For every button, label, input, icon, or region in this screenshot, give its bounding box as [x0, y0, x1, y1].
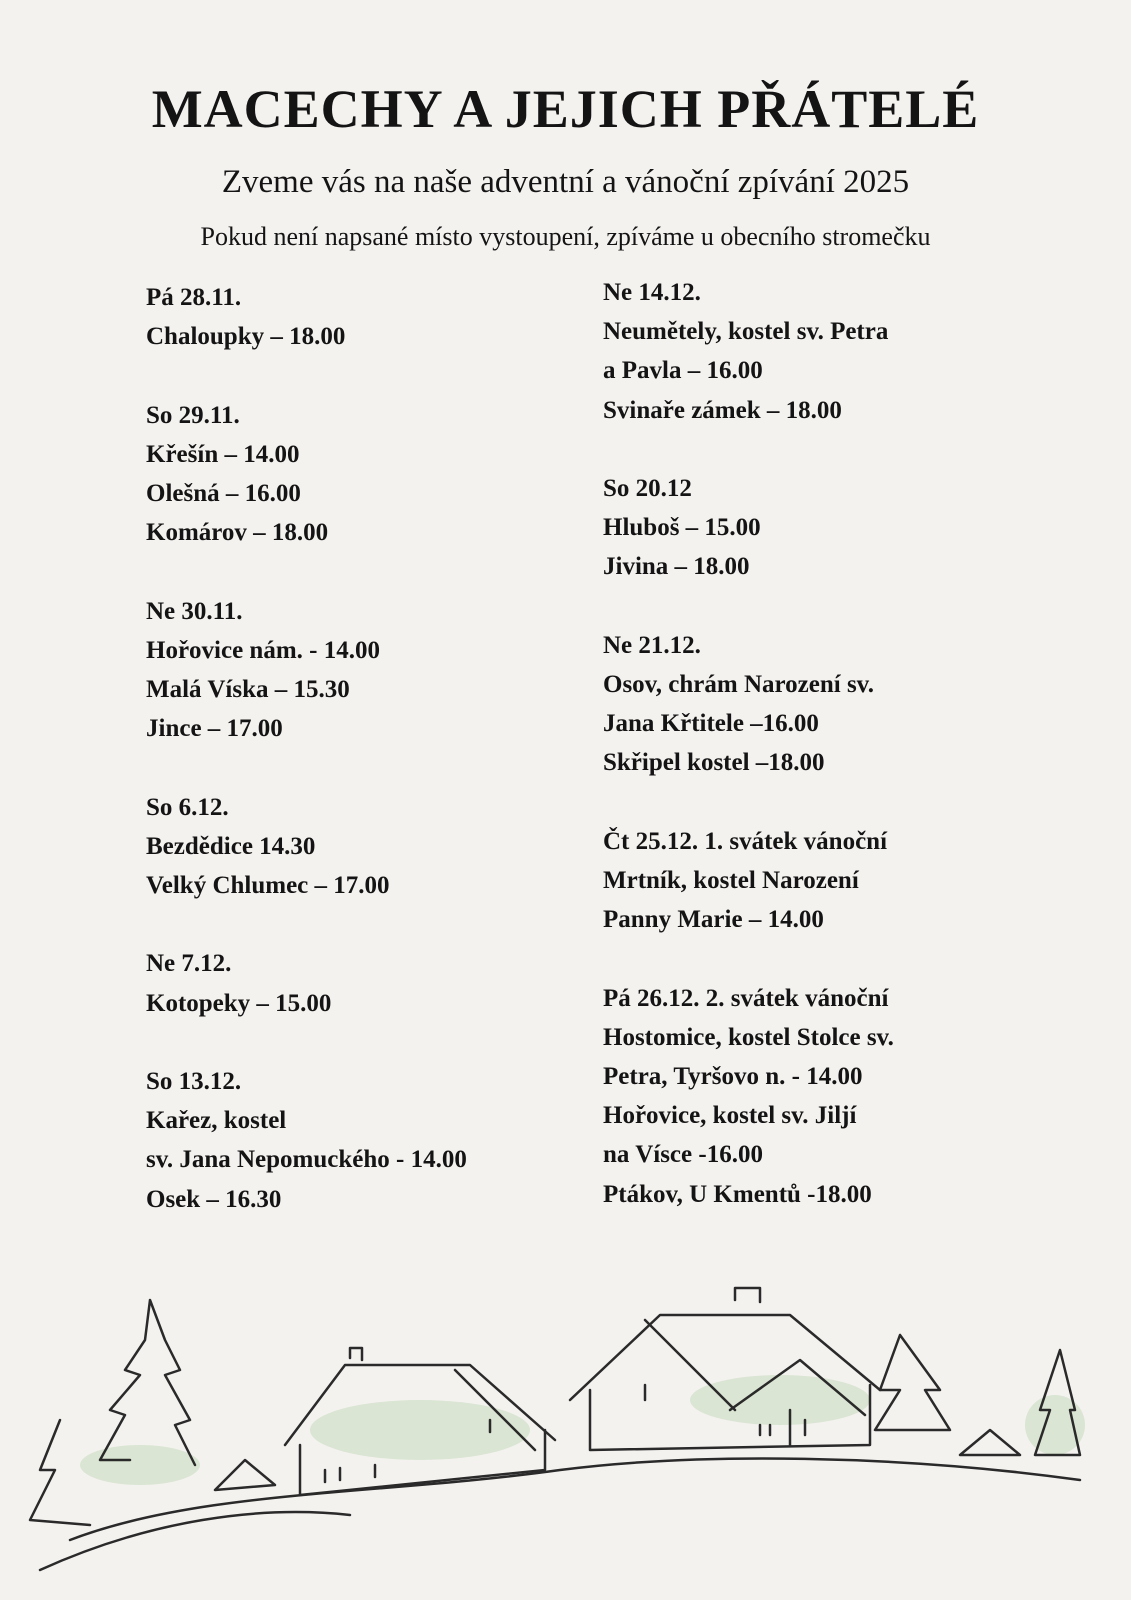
event-date: Čt 25.12. 1. svátek vánoční [603, 827, 888, 855]
event-day: So 29.11. Křešín – 14.00 Olešná – 16.00 Kom… [146, 396, 467, 553]
left-house [283, 1346, 557, 1497]
event-location-time: Kotopeky – 15.00 [146, 989, 332, 1017]
hill-line [68, 1457, 1082, 1542]
event-location-time: Malá Víska – 15.30 [146, 676, 350, 703]
event-day: Ne 14.12. Neumětely, kostel sv. Petra a Pa… [603, 273, 894, 430]
event-location-time: na Vísce -16.00 [603, 1141, 763, 1169]
event-location-time: Hořovice nám. - 14.00 [146, 636, 380, 664]
event-date: Pá 28.11. [146, 284, 242, 311]
event-date: Ne 7.12. [146, 950, 232, 978]
hill-line-2 [38, 1510, 352, 1572]
event-date: So 6.12. [146, 793, 229, 821]
event-location-time: Jana Křtitele –16.00 [603, 710, 819, 738]
event-location-time: Osov, chrám Narození sv. [603, 671, 875, 698]
event-location-time: Velký Chlumec – 17.00 [146, 872, 390, 899]
event-location-time: Neumětely, kostel sv. Petra [603, 318, 889, 346]
event-date: So 29.11. [146, 401, 240, 429]
schedule-right-column: Ne 14.12. Neumětely, kostel sv. Petra a Pa… [603, 273, 894, 1253]
schedule-left-column: Pá 28.11. Chaloupky – 18.00 So 29.11. Křeší… [146, 278, 467, 1258]
event-location-time: Jince – 17.00 [146, 715, 283, 743]
event-location-time: Ptákov, U Kmentů -18.00 [603, 1180, 872, 1208]
event-day: Pá 28.11. Chaloupky – 18.00 [146, 278, 467, 356]
event-location-time: Křešín – 14.00 [146, 440, 300, 468]
event-location-time: Chaloupky – 18.00 [146, 323, 346, 351]
event-location-time: Mrtník, kostel Narození [603, 867, 859, 894]
event-date: So 13.12. [146, 1067, 242, 1095]
event-location-time: sv. Jana Nepomuckého - 14.00 [146, 1146, 467, 1174]
event-location-time: Hostomice, kostel Stolce sv. [603, 1023, 894, 1051]
winter-village-illustration [28, 1286, 1085, 1572]
event-location-time: a Pavla – 16.00 [603, 357, 763, 385]
event-location-time: Skřipel kostel –18.00 [603, 749, 825, 777]
event-day: Ne 30.11. Hořovice nám. - 14.00 Malá Víska… [146, 592, 467, 749]
event-date: Ne 30.11. [146, 597, 243, 625]
event-location-time: Olešná – 16.00 [146, 480, 301, 507]
event-day: So 20.12 Hluboš – 15.00 Jivina – 18.00 [603, 469, 894, 587]
event-date: Ne 14.12. [603, 279, 701, 306]
event-location-time: Petra, Tyršovo n. - 14.00 [603, 1063, 863, 1090]
event-location-time: Komárov – 18.00 [146, 519, 329, 547]
event-day: Ne 7.12. Kotopeky – 15.00 [146, 944, 467, 1022]
event-location-time: Bezdědice 14.30 [146, 832, 316, 860]
pine-trees [28, 1298, 1082, 1527]
event-location-time: Hluboš – 15.00 [603, 514, 761, 542]
event-location-time: Kařez, kostel [146, 1107, 287, 1135]
event-day: Pá 26.12. 2. svátek vánoční Hostomice, ko… [603, 979, 894, 1214]
event-date: Pá 26.12. 2. svátek vánoční [603, 984, 889, 1012]
event-location-time: Svinaře zámek – 18.00 [603, 396, 842, 424]
event-date: Ne 21.12. [603, 631, 701, 659]
right-house [568, 1286, 882, 1452]
event-location-time: Panny Marie – 14.00 [603, 906, 824, 934]
event-location-time: Jivina – 18.00 [603, 553, 750, 581]
event-day: So 6.12. Bezdědice 14.30 Velký Chlumec – 1… [146, 788, 467, 906]
event-day: Čt 25.12. 1. svátek vánoční Mrtník, koste… [603, 822, 894, 940]
event-date: So 20.12 [603, 475, 692, 502]
event-day: So 13.12. Kařez, kostel sv. Jana Nepomucké… [146, 1062, 467, 1219]
event-day: Ne 21.12. Osov, chrám Narození sv. Jana Kř… [603, 626, 894, 783]
location-note: Pokud není napsané místo vystoupení, zpí… [200, 222, 931, 251]
poster-subtitle: Zveme vás na naše adventní a vánoční zpí… [221, 164, 910, 200]
poster-title: MACECHY A JEJICH PŘÁTELÉ [151, 79, 980, 139]
event-location-time: Osek – 16.30 [146, 1185, 282, 1213]
event-location-time: Hořovice, kostel sv. Jiljí [603, 1102, 857, 1130]
